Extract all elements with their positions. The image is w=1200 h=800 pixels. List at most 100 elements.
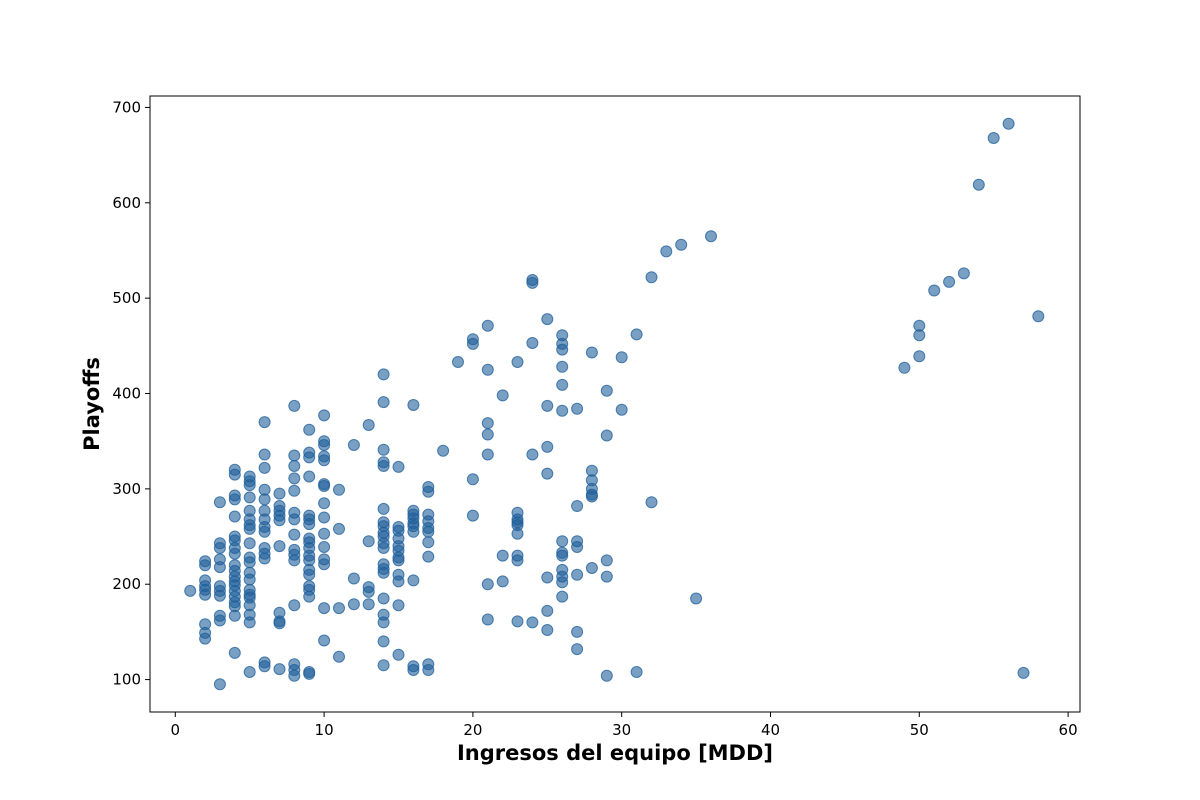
data-point <box>347 598 360 611</box>
data-point <box>1032 310 1045 323</box>
data-point <box>556 404 569 417</box>
data-point <box>258 660 271 673</box>
data-point <box>615 403 628 416</box>
data-point <box>422 536 435 549</box>
data-point <box>407 574 420 587</box>
data-point <box>571 625 584 638</box>
data-point <box>452 356 464 368</box>
data-point <box>481 578 494 591</box>
y-axis-title: Playoffs <box>80 357 104 451</box>
data-point <box>243 479 256 492</box>
data-point <box>288 528 301 541</box>
data-point <box>675 238 688 251</box>
data-point <box>213 678 226 691</box>
y-tick-label: 100 <box>112 671 141 689</box>
x-tick-label: 60 <box>1059 721 1078 739</box>
y-tick-label: 600 <box>112 194 141 212</box>
data-point <box>228 547 241 560</box>
data-point <box>273 540 286 553</box>
data-point <box>228 510 241 523</box>
data-point <box>347 439 360 451</box>
y-tick-label: 300 <box>112 480 141 498</box>
data-point <box>481 613 494 626</box>
data-point <box>258 461 271 474</box>
data-point <box>556 549 569 562</box>
data-point <box>213 589 226 602</box>
data-point <box>392 575 405 588</box>
x-axis-title: Ingresos del equipo [MDD] <box>457 741 773 765</box>
data-point <box>928 284 941 297</box>
y-tick-label: 400 <box>112 385 141 403</box>
data-point <box>377 368 390 381</box>
data-point <box>288 399 301 412</box>
data-point <box>481 417 494 430</box>
data-point <box>377 592 390 605</box>
x-tick-label: 50 <box>910 721 929 739</box>
data-point <box>273 663 286 676</box>
data-point <box>615 351 628 364</box>
data-point <box>1002 117 1015 130</box>
data-point <box>333 522 345 535</box>
data-point <box>972 178 985 191</box>
data-point <box>541 313 554 326</box>
data-point <box>511 356 524 368</box>
data-point <box>526 616 539 629</box>
data-point <box>377 542 390 554</box>
data-point <box>318 439 331 451</box>
data-point <box>288 669 301 682</box>
y-tick-label: 500 <box>112 289 141 307</box>
data-point <box>288 460 301 472</box>
data-point <box>392 554 405 567</box>
data-point <box>705 230 717 243</box>
data-point <box>511 554 524 567</box>
data-point <box>481 448 494 461</box>
data-point <box>481 428 494 441</box>
data-point <box>585 490 598 503</box>
data-point <box>258 493 271 506</box>
data-point <box>377 566 390 579</box>
data-point <box>228 493 241 506</box>
data-point <box>481 319 494 332</box>
x-tick-label: 20 <box>463 721 482 739</box>
data-point <box>377 396 390 409</box>
data-point <box>556 360 569 373</box>
data-point <box>913 329 926 342</box>
data-point <box>957 267 970 280</box>
x-axis-ticks: 0 10 20 30 40 50 60 <box>171 712 1078 739</box>
data-point <box>466 337 479 350</box>
x-tick-label: 10 <box>315 721 334 739</box>
y-tick-label: 700 <box>112 98 141 116</box>
data-point <box>556 535 569 548</box>
data-point <box>541 399 554 412</box>
data-point <box>377 616 390 629</box>
data-point <box>496 575 509 588</box>
data-point <box>585 562 598 574</box>
data-point <box>511 527 524 540</box>
data-point <box>987 132 1000 144</box>
data-point <box>377 460 390 472</box>
data-point <box>392 648 405 661</box>
data-point <box>630 328 643 341</box>
data-point <box>407 525 420 538</box>
data-points <box>184 117 1045 691</box>
data-point <box>199 632 212 645</box>
data-point <box>258 416 271 429</box>
data-point <box>600 570 613 583</box>
data-point <box>377 635 390 648</box>
data-point <box>288 554 301 567</box>
data-point <box>318 497 331 510</box>
data-point <box>288 599 301 612</box>
data-point <box>660 245 673 258</box>
data-point <box>303 470 316 483</box>
data-point <box>392 460 405 473</box>
data-point <box>630 666 643 678</box>
data-point <box>318 527 331 540</box>
data-point <box>303 451 316 464</box>
data-point <box>303 423 316 436</box>
data-point <box>541 604 554 617</box>
data-point <box>184 584 197 597</box>
data-point <box>571 541 584 553</box>
data-point <box>377 502 390 515</box>
data-point <box>273 487 286 500</box>
